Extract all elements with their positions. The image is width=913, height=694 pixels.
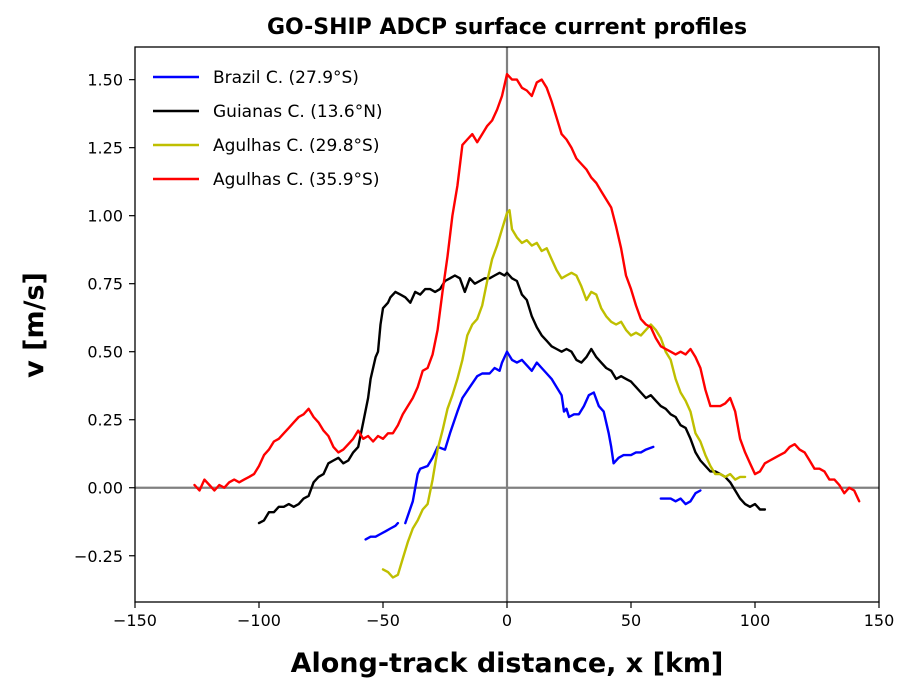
- series-line-segment: [257, 271, 767, 525]
- x-tick-label: 50: [621, 611, 641, 630]
- legend-label: Agulhas C. (29.8°S): [213, 136, 379, 156]
- y-tick-label: 1.50: [87, 71, 123, 90]
- y-tick-label: 0.25: [87, 411, 123, 430]
- y-tick-label: 0.00: [87, 479, 123, 498]
- series-0: [364, 350, 702, 541]
- x-tick-label: 0: [502, 611, 512, 630]
- plot-frame: [134, 46, 880, 603]
- legend: Brazil C. (27.9°S) Guianas C. (13.6°N) Agu…: [153, 68, 383, 190]
- series-2: [381, 208, 747, 579]
- y-axis-ticks: −0.25 0.00 0.25 0.50 0.75 1.00 1.25 1.50: [74, 71, 135, 566]
- y-tick-label: −0.25: [74, 547, 123, 566]
- series-line-segment: [193, 72, 861, 503]
- x-tick-label: −100: [237, 611, 281, 630]
- x-axis-ticks: −150 −100 −50 0 50 100 150: [113, 602, 894, 630]
- series-line-segment: [659, 489, 702, 506]
- legend-label: Agulhas C. (35.9°S): [213, 170, 379, 190]
- x-tick-label: −150: [113, 611, 157, 630]
- series-line-segment: [404, 350, 655, 525]
- x-tick-label: 100: [740, 611, 771, 630]
- y-tick-label: 1.25: [87, 139, 123, 158]
- series-1: [257, 271, 767, 525]
- series-layer: [193, 72, 861, 579]
- zero-reference-lines: [135, 47, 879, 602]
- series-line-segment: [364, 521, 400, 541]
- series-3: [193, 72, 861, 503]
- x-tick-label: 150: [864, 611, 895, 630]
- y-tick-label: 0.75: [87, 275, 123, 294]
- y-tick-label: 0.50: [87, 343, 123, 362]
- legend-label: Brazil C. (27.9°S): [213, 68, 359, 88]
- x-tick-label: −50: [366, 611, 400, 630]
- legend-label: Guianas C. (13.6°N): [213, 102, 383, 122]
- series-line-segment: [381, 208, 747, 579]
- chart-title: GO-SHIP ADCP surface current profiles: [267, 15, 747, 40]
- y-tick-label: 1.00: [87, 207, 123, 226]
- y-axis-label: v [m/s]: [19, 272, 50, 378]
- x-axis-label: Along-track distance, x [km]: [291, 648, 724, 679]
